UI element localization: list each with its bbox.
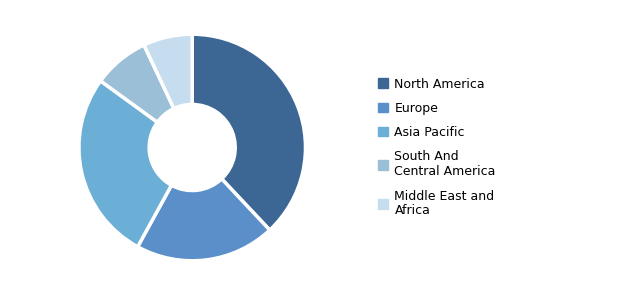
Wedge shape	[138, 179, 270, 261]
Wedge shape	[144, 34, 192, 109]
Wedge shape	[79, 81, 172, 247]
Wedge shape	[100, 45, 174, 122]
Wedge shape	[192, 34, 306, 230]
Legend: North America, Europe, Asia Pacific, South And
Central America, Middle East and
: North America, Europe, Asia Pacific, Sou…	[378, 78, 496, 217]
